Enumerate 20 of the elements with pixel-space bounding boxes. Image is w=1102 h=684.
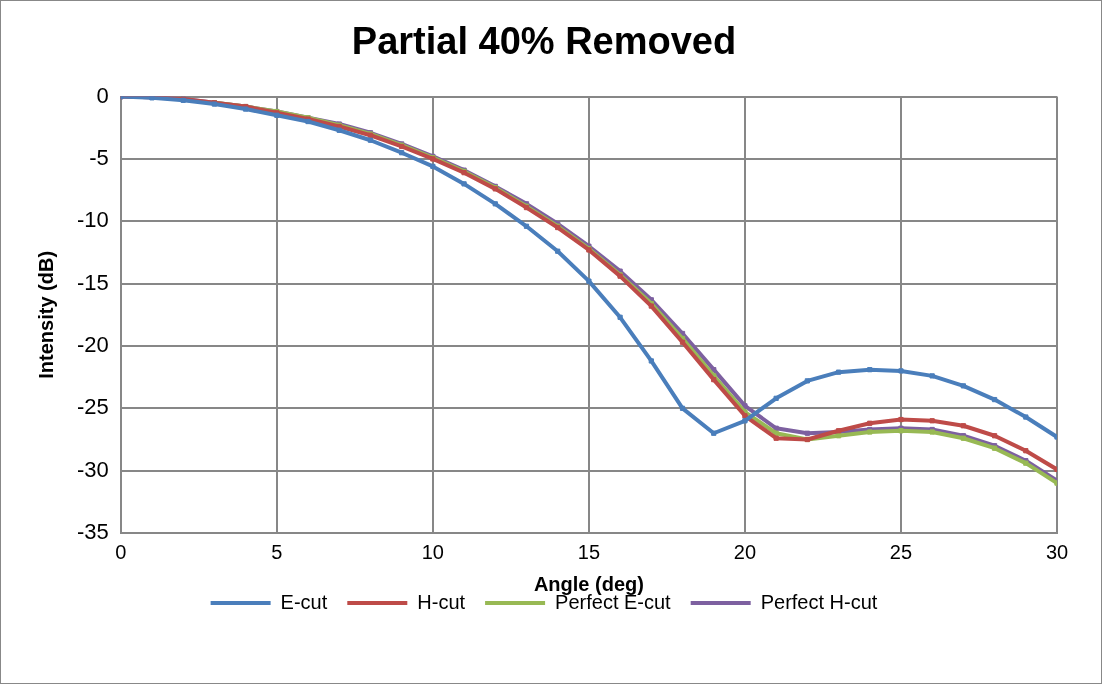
x-tick-label: 25	[889, 540, 913, 563]
x-tick-label: 10	[421, 540, 444, 563]
y-tick-label: -20	[77, 332, 109, 358]
x-tick-label: 0	[115, 540, 127, 563]
x-tick-label: 15	[577, 540, 601, 563]
chart-title: Partial 40% Removed	[351, 20, 737, 63]
legend-label: Perfect H-cut	[760, 590, 878, 613]
y-tick-label: -35	[77, 519, 109, 545]
y-tick-label: -25	[77, 394, 109, 420]
y-tick-label: -10	[77, 207, 109, 233]
y-tick-label: -15	[77, 269, 109, 295]
legend-label: E-cut	[280, 590, 328, 613]
x-tick-label: 30	[1045, 540, 1069, 563]
x-tick-label: 20	[733, 540, 757, 563]
y-tick-label: 0	[96, 82, 109, 108]
y-tick-label: -5	[89, 145, 109, 171]
x-tick-label: 5	[271, 540, 283, 563]
legend-label: H-cut	[417, 590, 466, 613]
y-tick-label: -30	[77, 456, 109, 482]
y-axis-title: Intensity (dB)	[34, 250, 57, 379]
